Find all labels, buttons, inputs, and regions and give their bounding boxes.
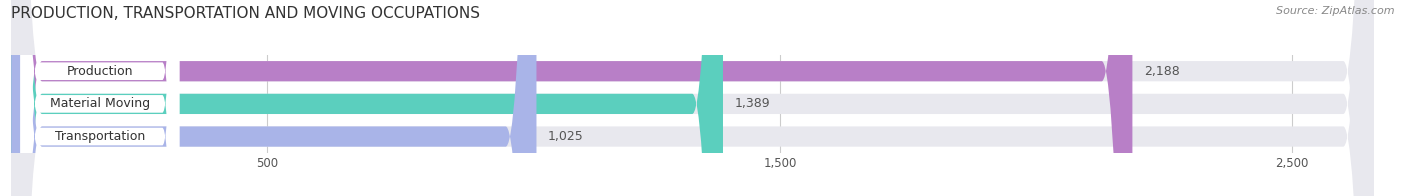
- FancyBboxPatch shape: [11, 0, 537, 196]
- FancyBboxPatch shape: [11, 0, 1132, 196]
- Text: Source: ZipAtlas.com: Source: ZipAtlas.com: [1277, 6, 1395, 16]
- FancyBboxPatch shape: [21, 0, 180, 196]
- Text: 1,025: 1,025: [548, 130, 583, 143]
- Text: Material Moving: Material Moving: [49, 97, 150, 110]
- FancyBboxPatch shape: [21, 0, 180, 196]
- FancyBboxPatch shape: [11, 0, 1374, 196]
- FancyBboxPatch shape: [11, 0, 723, 196]
- Text: Transportation: Transportation: [55, 130, 145, 143]
- Text: Production: Production: [66, 65, 134, 78]
- FancyBboxPatch shape: [11, 0, 1374, 196]
- Text: 2,188: 2,188: [1143, 65, 1180, 78]
- FancyBboxPatch shape: [11, 0, 1374, 196]
- Text: 1,389: 1,389: [734, 97, 770, 110]
- Text: PRODUCTION, TRANSPORTATION AND MOVING OCCUPATIONS: PRODUCTION, TRANSPORTATION AND MOVING OC…: [11, 6, 481, 21]
- FancyBboxPatch shape: [21, 0, 180, 196]
